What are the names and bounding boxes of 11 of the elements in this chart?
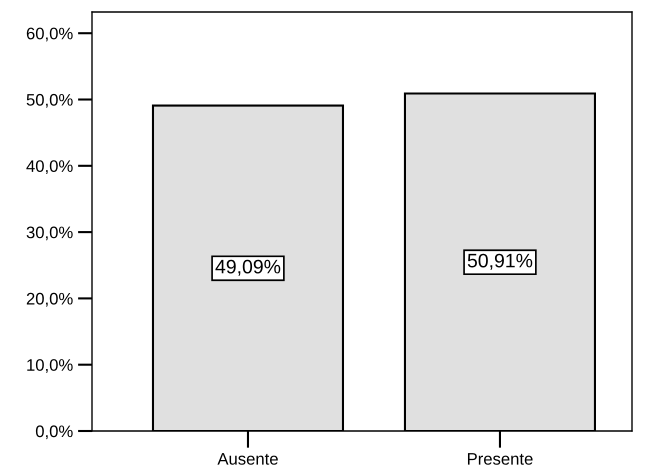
y-tick-label: 60,0% <box>26 28 73 42</box>
y-tick-label: 10,0% <box>27 359 73 373</box>
y-tick-label: 20,0% <box>26 292 73 307</box>
data-label: 50,91% <box>468 254 532 270</box>
y-tick-label: 30,0% <box>26 226 73 240</box>
x-tick-label: Ausente <box>217 453 278 465</box>
y-tick-label: 0,0% <box>36 425 73 440</box>
x-tick-label: Presente <box>468 453 533 465</box>
y-tick-label: 50,0% <box>26 94 73 108</box>
data-label: 49,09% <box>215 260 280 276</box>
y-tick-label: 40,0% <box>26 160 73 174</box>
